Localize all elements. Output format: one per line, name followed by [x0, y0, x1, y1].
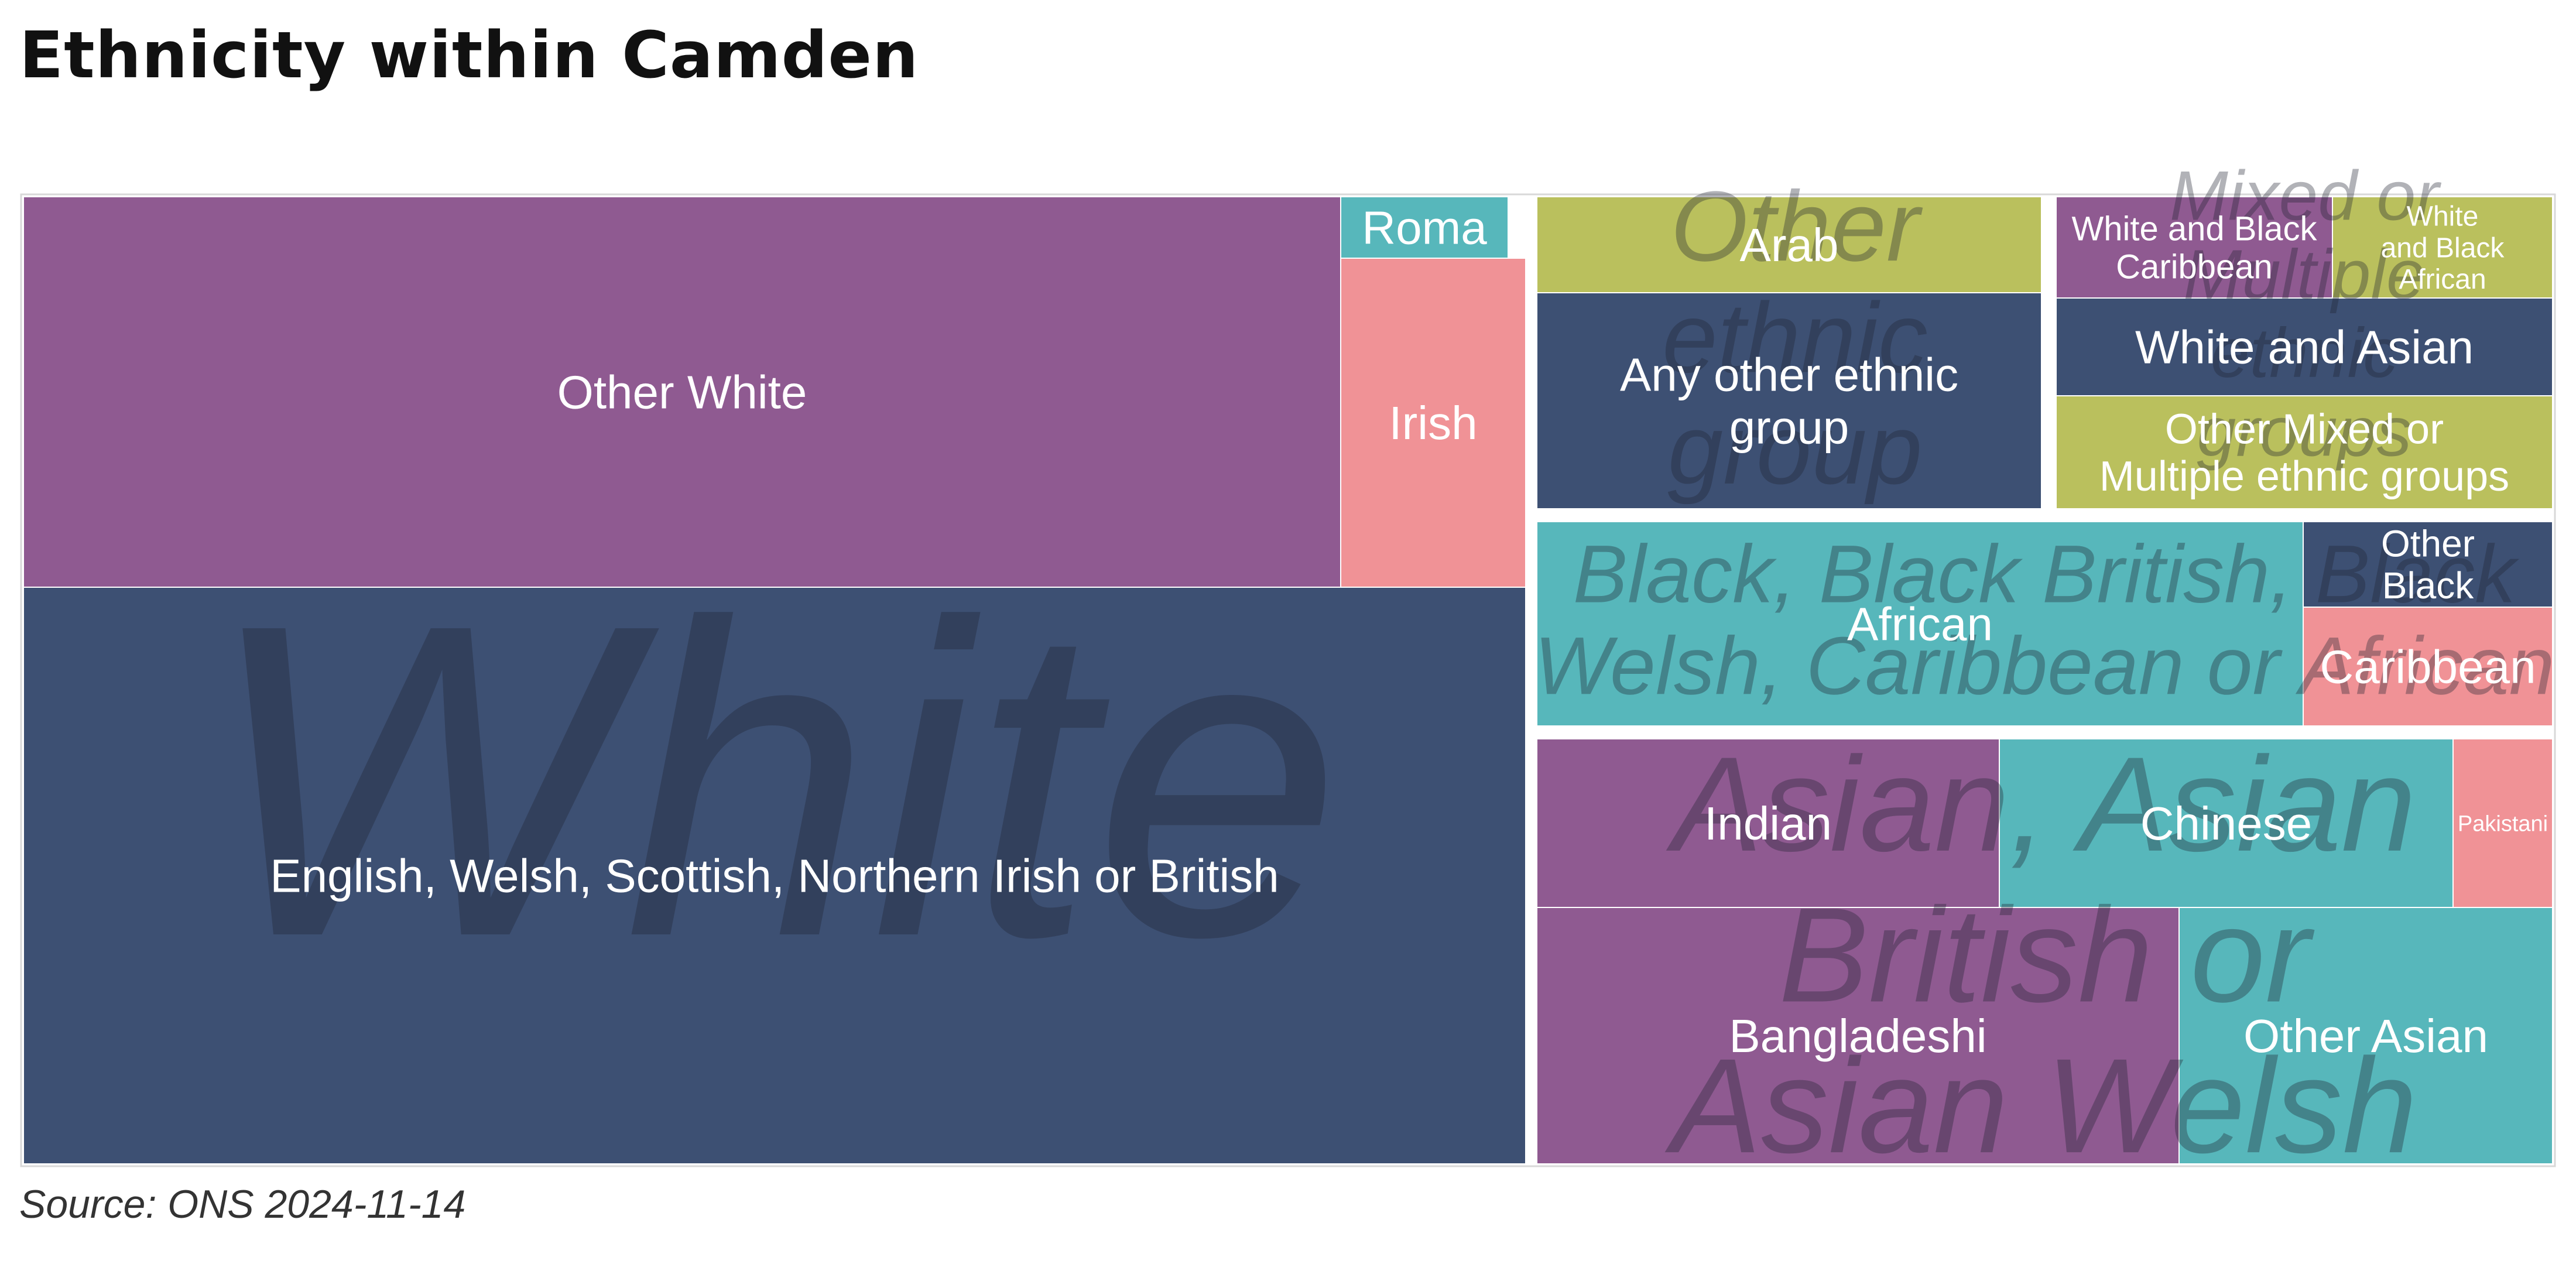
group-label-black-black-british-black-welsh-caribbean-or-african: Black, Black British, Black Welsh, Caribb…	[1534, 528, 2554, 712]
tile-caribbean	[2303, 607, 2553, 727]
tile-label-other-white: Other White	[557, 366, 807, 419]
tile-white-and-asian	[2056, 297, 2553, 396]
tile-label-other-black: Other Black	[2381, 523, 2475, 607]
tile-label-pakistani: Pakistani	[2458, 811, 2548, 836]
tile-other-black	[2303, 521, 2553, 608]
tile-label-chinese: Chinese	[2140, 797, 2313, 849]
tile-other-asian	[2178, 907, 2553, 1164]
tile-label-african: African	[1847, 598, 1993, 650]
tile-any-other-ethnic-group	[1536, 292, 2042, 509]
tile-arab	[1536, 196, 2042, 293]
group-label-mixed-or-multiple-ethnic-groups: Mixed or Multiple ethnic groups	[2170, 156, 2441, 471]
treemap-frame	[20, 193, 2556, 1167]
group-label-asian-asian-british-or-asian-welsh: Asian, Asian British or Asian Welsh	[1664, 729, 2417, 1181]
tile-label-white-and-asian: White and Asian	[2135, 321, 2474, 374]
group-label-other-ethnic-group: Other ethnic group	[1662, 171, 1928, 505]
tile-other-mixed-or-multiple-ethnic-groups	[2056, 395, 2553, 509]
group-label-white: White	[204, 532, 1342, 1029]
tile-label-roma: Roma	[1362, 202, 1487, 254]
tile-label-white-and-black-african: White and Black African	[2381, 201, 2505, 296]
tile-irish	[1340, 258, 1526, 588]
tile-label-other-mixed-or-multiple-ethnic-groups: Other Mixed or Multiple ethnic groups	[2099, 406, 2509, 500]
chart-title: Ethnicity within Camden	[19, 18, 919, 93]
tile-label-indian: Indian	[1704, 797, 1832, 849]
tile-label-any-other-ethnic-group: Any other ethnic group	[1620, 349, 1958, 454]
tile-label-other-asian: Other Asian	[2243, 1010, 2488, 1062]
tile-chinese	[1999, 738, 2454, 908]
tile-indian	[1536, 738, 2000, 908]
tile-african	[1536, 521, 2304, 727]
tile-label-irish: Irish	[1389, 397, 1477, 449]
tile-other-white	[23, 196, 1341, 588]
tile-pakistani	[2452, 738, 2553, 908]
tile-label-english-welsh-scottish-northern-irish-or-british: English, Welsh, Scottish, Northern Irish…	[270, 850, 1279, 902]
source-note: Source: ONS 2024-11-14	[19, 1182, 466, 1227]
tile-label-arab: Arab	[1740, 219, 1839, 271]
tile-roma	[1340, 196, 1509, 259]
tile-label-bangladeshi: Bangladeshi	[1729, 1010, 1986, 1062]
tile-bangladeshi	[1536, 907, 2180, 1164]
tile-english-welsh-scottish-northern-irish-or-british	[23, 587, 1526, 1164]
tile-label-white-and-black-caribbean: White and Black Caribbean	[2071, 210, 2317, 286]
tile-label-caribbean: Caribbean	[2320, 641, 2536, 693]
tile-white-and-black-caribbean	[2056, 196, 2333, 299]
